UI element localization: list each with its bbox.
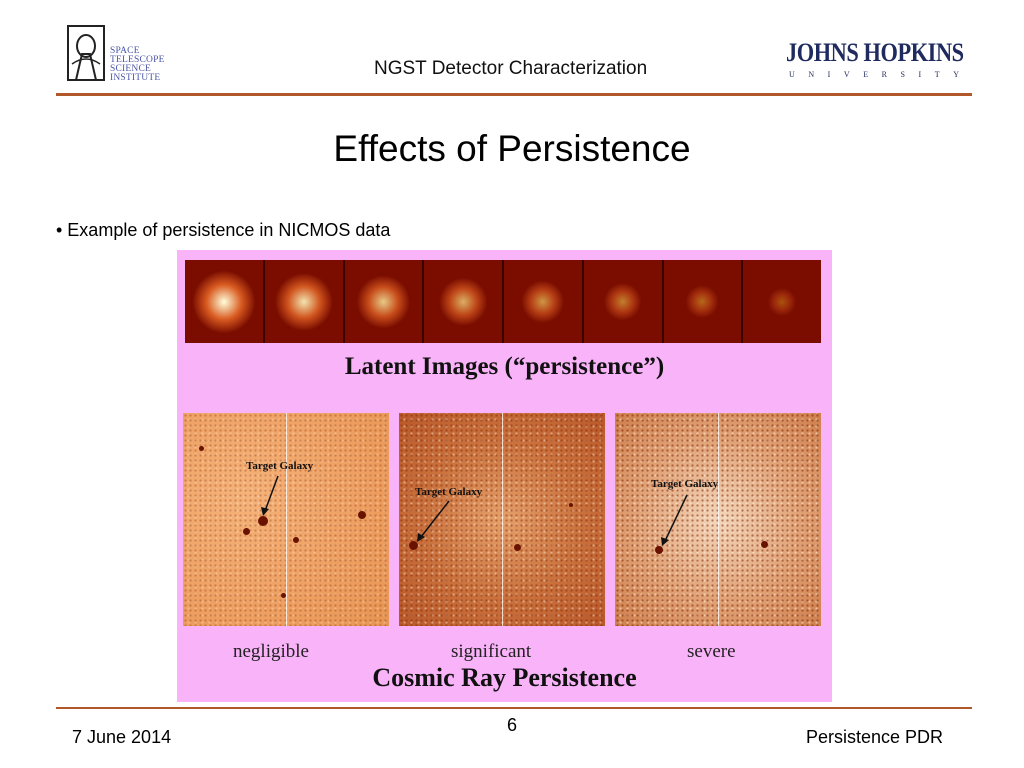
footer-title: Persistence PDR [806, 727, 944, 747]
header-divider [56, 93, 972, 96]
latent-frame [424, 260, 502, 343]
latent-frame [583, 260, 662, 343]
target-galaxy-blob [655, 546, 663, 554]
panel-severe: Target Galaxy [615, 413, 821, 626]
star-glow [685, 285, 719, 318]
source-blob [358, 511, 366, 519]
jhu-logo-name: JOHNS HOPKINS [786, 38, 964, 67]
target-galaxy-label: Target Galaxy [651, 478, 719, 490]
latent-frame [743, 260, 821, 343]
latent-frame [663, 260, 742, 343]
cosmic-ray-caption: Cosmic Ray Persistence [372, 663, 637, 692]
latent-frame [185, 260, 263, 343]
source-blob [514, 544, 521, 551]
star-glow [439, 277, 487, 326]
footer-date: 7 June 2014 [72, 727, 172, 747]
detector-seam [286, 413, 287, 626]
annotation-arrow-icon [261, 475, 279, 516]
page-number: 6 [506, 715, 517, 735]
source-blob [281, 593, 286, 598]
annotation-arrow-icon [417, 500, 450, 542]
star-glow [275, 272, 333, 331]
latent-frame [264, 260, 343, 343]
stsci-logo-text: SPACE TELESCOPE SCIENCE INSTITUTE [110, 46, 165, 83]
source-blob [569, 503, 573, 507]
detector-seam [502, 413, 503, 626]
star-glow [192, 270, 255, 333]
source-blob [243, 528, 250, 535]
stsci-logo-icon [67, 25, 105, 81]
source-blob [199, 446, 204, 451]
bullet-point: • Example of persistence in NICMOS data [56, 220, 391, 240]
latent-images-caption: Latent Images (“persistence”) [344, 353, 665, 380]
detector-seam [718, 413, 719, 626]
target-galaxy-blob [409, 541, 418, 550]
header-title: NGST Detector Characterization [374, 58, 648, 79]
annotation-arrow-icon [661, 494, 688, 546]
level-label-negligible: negligible [233, 641, 309, 662]
level-label-significant: significant [451, 641, 532, 662]
star-glow [521, 280, 565, 323]
latent-image-strip [185, 260, 821, 343]
panel-significant: Target Galaxy [399, 413, 605, 626]
source-blob [761, 541, 768, 548]
footer-divider [56, 707, 972, 709]
panel-negligible: Target Galaxy [183, 413, 389, 626]
star-glow [603, 282, 642, 321]
source-blob [293, 537, 299, 543]
target-galaxy-label: Target Galaxy [246, 460, 314, 472]
level-label-severe: severe [687, 641, 736, 662]
star-glow [357, 275, 410, 328]
slide-title: Effects of Persistence [333, 128, 691, 169]
target-galaxy-label: Target Galaxy [415, 486, 483, 498]
latent-frame [344, 260, 423, 343]
persistence-figure: Latent Images (“persistence”) Target Gal… [177, 250, 832, 702]
star-glow [768, 287, 797, 316]
target-galaxy-blob [258, 516, 268, 526]
latent-frame [504, 260, 582, 343]
